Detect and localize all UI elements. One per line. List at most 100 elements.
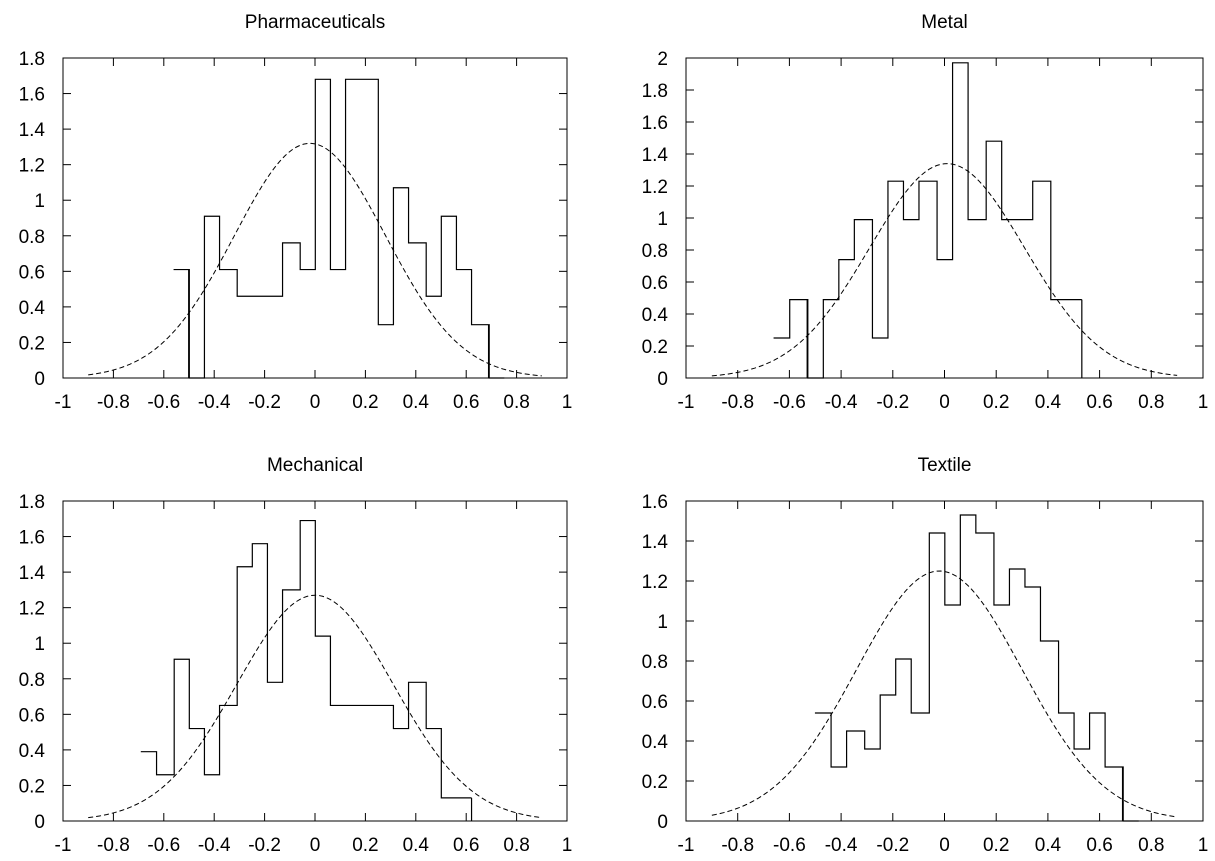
x-tick-label: -0.8 [97,392,130,413]
panel-pharmaceuticals: Pharmaceuticals -1 -0.8 -0.6 -0.4 -0.2 0 0.2 0.… [19,12,573,413]
y-tick-label: 1.4 [19,563,46,584]
histogram-steps [814,514,1139,822]
y-tick-label: 1.2 [642,177,668,198]
x-tick-label: 0.8 [503,392,529,413]
x-tick-label: 0.2 [983,392,1009,413]
x-tick-label: 0.2 [352,392,378,413]
x-tick-label: 0.4 [403,835,430,856]
panel-mechanical: Mechanical -1 -0.8 -0.6 -0.4 -0.2 0 0.2 0.4 0.6 0… [19,455,573,856]
x-tick-label: -0.6 [147,392,180,413]
y-tick-label: 0.4 [19,298,46,319]
normal-fit-curve [88,594,542,819]
x-tick-label: -1 [678,835,695,856]
x-tick-label: -0.4 [198,835,231,856]
y-tick-label: 0 [34,812,45,833]
histogram-steps [773,62,1082,379]
y-tick-label: 0.8 [642,652,668,673]
x-tick-label: 0.6 [1086,835,1112,856]
x-tick-label: 0.8 [503,835,529,856]
y-tick-label: 1.4 [19,120,46,141]
x-tick-label: 1 [1198,835,1209,856]
y-tick-label: 0.8 [642,241,668,262]
y-tick-label: 1 [657,612,668,633]
panel-textile: Textile -1 -0.8 -0.6 -0.4 -0.2 0 0.2 0.4 0.6 0.8 1… [642,455,1209,856]
x-tick-label: -0.6 [147,835,180,856]
x-tick-label: 0 [939,392,950,413]
y-tick-label: 1.6 [642,492,668,513]
y-tick-label: 1.6 [19,528,45,549]
y-tick-label: 0.4 [642,305,669,326]
x-tick-label: 0.8 [1138,835,1164,856]
x-tick-label: -0.8 [721,835,754,856]
x-tick-label: 0.6 [453,392,479,413]
y-tick-label: 0.2 [19,776,45,797]
x-tick-label: -0.6 [773,392,806,413]
y-tick-label: 0.2 [642,772,668,793]
x-tick-label: -1 [55,392,72,413]
x-tick-label: -0.2 [248,392,281,413]
panel-title: Pharmaceuticals [245,12,385,33]
y-tick-label: 0.8 [19,227,45,248]
y-tick-label: 0.2 [19,333,45,354]
x-tick-label: 1 [562,835,573,856]
x-tick-label: 0.2 [352,835,378,856]
normal-fit-curve [711,163,1178,377]
y-tick-label: 0.6 [19,262,45,283]
x-tick-label: 1 [1198,392,1209,413]
x-tick-label: 0 [939,835,950,856]
x-tick-label: 0.8 [1138,392,1164,413]
normal-fit-curve [88,142,542,377]
y-tick-label: 0.6 [642,273,668,294]
x-tick-label: -0.2 [876,835,909,856]
y-tick-label: 1.8 [19,492,45,513]
y-tick-label: 1.2 [642,572,668,593]
x-tick-label: 0.2 [983,835,1009,856]
y-tick-label: 0.6 [19,705,45,726]
normal-fit-curve [711,570,1178,818]
x-tick-label: -0.2 [876,392,909,413]
y-tick-label: 1 [34,634,45,655]
x-tick-label: -0.6 [773,835,806,856]
x-tick-label: -0.8 [721,392,754,413]
x-tick-label: 0.6 [453,835,479,856]
histogram-steps [140,519,472,799]
y-tick-label: 0.8 [19,670,45,691]
y-tick-label: 0 [657,369,668,390]
x-tick-label: 0.4 [403,392,430,413]
x-tick-label: 0 [310,835,321,856]
panel-title: Metal [921,12,967,33]
y-tick-label: 1.2 [19,599,45,620]
histogram-steps [173,78,505,379]
x-tick-label: -0.4 [825,392,858,413]
x-tick-label: -0.4 [825,835,858,856]
y-tick-label: 1.8 [642,81,668,102]
x-tick-label: 1 [562,392,573,413]
y-tick-label: 0 [657,812,668,833]
y-tick-label: 1.4 [642,532,669,553]
y-tick-label: 1.8 [19,49,45,70]
y-tick-label: 0 [34,369,45,390]
y-tick-label: 2 [657,49,668,70]
y-tick-label: 0.2 [642,337,668,358]
x-tick-label: -0.2 [248,835,281,856]
x-tick-label: 0.4 [1035,392,1062,413]
x-tick-label: 0.6 [1086,392,1112,413]
y-tick-label: 1.2 [19,156,45,177]
y-tick-label: 1 [657,209,668,230]
x-tick-label: 0 [310,392,321,413]
plot-frame [685,57,1204,379]
y-tick-label: 0.6 [642,692,668,713]
y-tick-label: 1.6 [642,113,668,134]
panel-metal: Metal -1 -0.8 -0.6 -0.4 -0.2 0 0.2 0.4 0.6 0.8 1 0 0… [642,12,1209,413]
x-tick-label: -0.4 [198,392,231,413]
x-tick-label: 0.4 [1035,835,1062,856]
x-tick-label: -1 [55,835,72,856]
panel-title: Mechanical [267,455,363,476]
y-tick-label: 1.4 [642,145,669,166]
x-tick-label: -1 [678,392,695,413]
x-tick-label: -0.8 [97,835,130,856]
y-tick-label: 1 [34,191,45,212]
y-tick-label: 0.4 [642,732,669,753]
y-tick-label: 0.4 [19,741,46,762]
